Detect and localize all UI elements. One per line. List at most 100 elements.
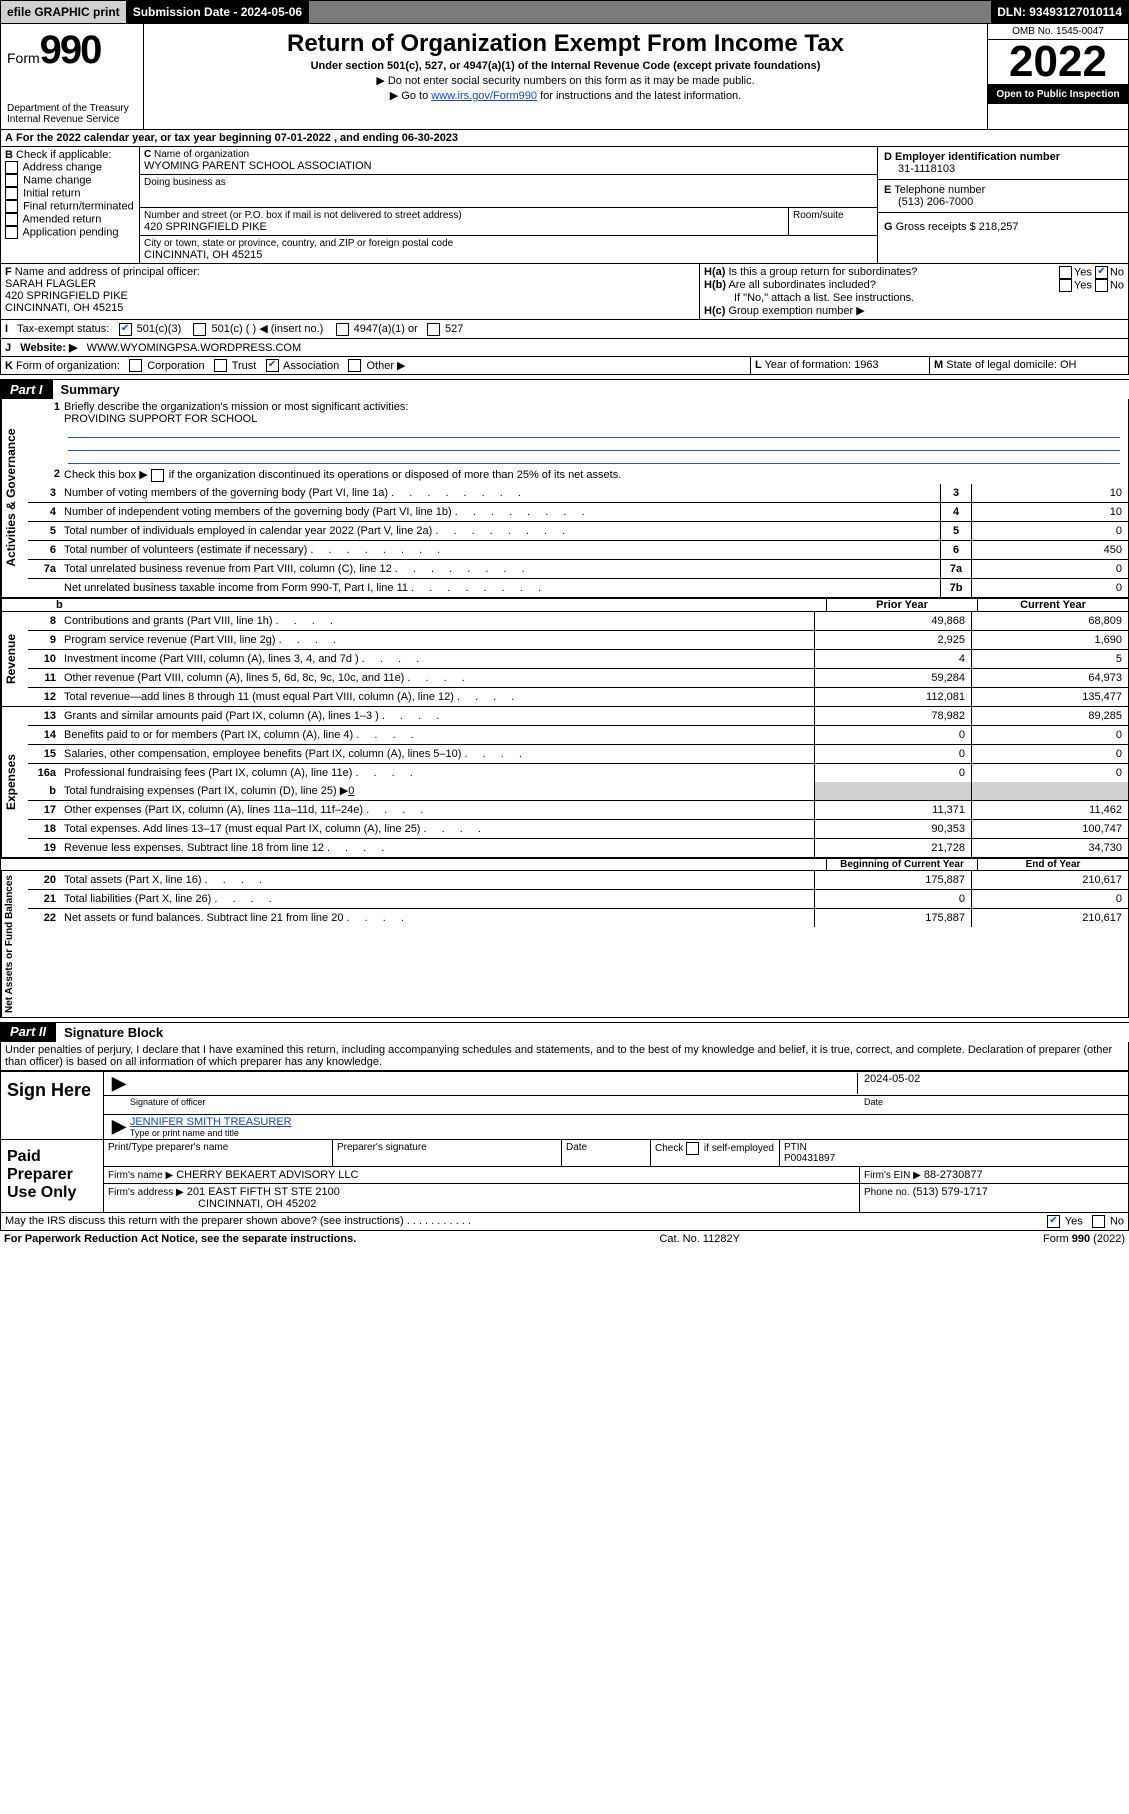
l1-text: Briefly describe the organization's miss… <box>64 401 1124 413</box>
line-i: I Tax-exempt status: 501(c)(3) 501(c) ( … <box>0 320 1129 339</box>
dba-label: Doing business as <box>144 177 873 188</box>
n-16b: b <box>28 785 60 797</box>
topbar-spacer <box>309 1 991 23</box>
klm-block: K Form of organization: Corporation Trus… <box>0 357 1129 376</box>
cb-501c[interactable] <box>193 323 206 336</box>
c-18: 100,747 <box>971 820 1128 838</box>
domicile: OH <box>1060 359 1077 371</box>
cb-501c3[interactable] <box>119 323 132 336</box>
c-17: 11,462 <box>971 801 1128 819</box>
cb-other[interactable] <box>348 359 361 372</box>
l2-text: Check this box ▶ if the organization dis… <box>64 468 1124 482</box>
t-22: Net assets or fund balances. Subtract li… <box>60 911 814 925</box>
v-5: 0 <box>971 522 1128 540</box>
street-address: 420 SPRINGFIELD PIKE <box>144 221 784 233</box>
section-c: C Name of organization WYOMING PARENT SC… <box>140 147 878 263</box>
n-10: 10 <box>28 653 60 665</box>
officer-addr1: 420 SPRINGFIELD PIKE <box>5 290 128 302</box>
cb-self-employed[interactable] <box>686 1142 699 1155</box>
cb-address-change[interactable] <box>5 161 18 174</box>
telephone: (513) 206-7000 <box>884 196 1122 208</box>
goto-pre: Go to <box>401 90 431 102</box>
k-1: Trust <box>232 360 257 372</box>
cb-trust[interactable] <box>214 359 227 372</box>
cb-initial-return[interactable] <box>5 187 18 200</box>
t-10: Investment income (Part VIII, column (A)… <box>60 652 814 666</box>
note-goto: Go to www.irs.gov/Form990 for instructio… <box>152 89 979 102</box>
cb-discontinued[interactable] <box>151 469 164 482</box>
cb-ha-no[interactable] <box>1095 266 1108 279</box>
firm-addr2: CINCINNATI, OH 45202 <box>108 1198 855 1210</box>
current-year-header: Current Year <box>977 599 1128 611</box>
ha-yes: Yes <box>1074 266 1092 278</box>
line-17: 17 Other expenses (Part IX, column (A), … <box>28 801 1128 820</box>
i-label: Tax-exempt status: <box>17 323 109 335</box>
part-ii-title: Signature Block <box>56 1022 1129 1042</box>
activities-governance: Activities & Governance 1 Briefly descri… <box>0 399 1129 598</box>
cb-527[interactable] <box>427 323 440 336</box>
officer-sig-name[interactable]: JENNIFER SMITH TREASURER <box>130 1116 292 1128</box>
cb-discuss-yes[interactable] <box>1047 1215 1060 1228</box>
p-14: 0 <box>814 726 971 744</box>
header-left: Form990 Department of the Treasury Inter… <box>1 24 144 129</box>
gov-line-4: 4 Number of independent voting members o… <box>28 503 1128 522</box>
n-13: 13 <box>28 710 60 722</box>
shaded-2 <box>971 782 1128 800</box>
sign-here-block: Sign Here ▶ 2024-05-02 Signature of offi… <box>0 1071 1129 1140</box>
part-i-tab: Part I <box>0 380 53 399</box>
c-15: 0 <box>971 745 1128 763</box>
box-7a: 7a <box>940 560 971 578</box>
n-5: 5 <box>28 525 60 537</box>
box-4: 4 <box>940 503 971 521</box>
expenses-section: Expenses 13 Grants and similar amounts p… <box>0 707 1129 858</box>
cb-discuss-no[interactable] <box>1092 1215 1105 1228</box>
cb-assoc[interactable] <box>266 359 279 372</box>
t-7a: Total unrelated business revenue from Pa… <box>60 562 940 576</box>
footer: For Paperwork Reduction Act Notice, see … <box>0 1231 1129 1247</box>
firm-name-label: Firm's name ▶ <box>108 1170 173 1181</box>
arrow-icon-2: ▶ <box>108 1116 130 1138</box>
form-number: Form990 <box>7 28 137 73</box>
cb-hb-yes[interactable] <box>1059 279 1072 292</box>
c-8: 68,809 <box>971 612 1128 630</box>
cb-final-return[interactable] <box>5 200 18 213</box>
line-19: 19 Revenue less expenses. Subtract line … <box>28 839 1128 857</box>
b-5: Application pending <box>22 226 118 238</box>
c-name-label: Name of organization <box>154 149 249 160</box>
p-20: 175,887 <box>814 871 971 889</box>
c-16a: 0 <box>971 764 1128 782</box>
hb-no: No <box>1110 279 1124 291</box>
efile-label[interactable]: efile GRAPHIC print <box>1 1 127 23</box>
line-16a: 16a Professional fundraising fees (Part … <box>28 764 1128 782</box>
cb-amended[interactable] <box>5 213 18 226</box>
p-12: 112,081 <box>814 688 971 706</box>
footer-mid: Cat. No. 11282Y <box>659 1233 740 1245</box>
cb-ha-yes[interactable] <box>1059 266 1072 279</box>
addr-label: Number and street (or P.O. box if mail i… <box>144 210 784 221</box>
p-18: 90,353 <box>814 820 971 838</box>
ptin-cell: PTIN P00431897 <box>779 1140 1128 1166</box>
t-4: Number of independent voting members of … <box>60 505 940 519</box>
t-5: Total number of individuals employed in … <box>60 524 940 538</box>
cb-corp[interactable] <box>129 359 142 372</box>
firm-addr-label: Firm's address ▶ <box>108 1187 184 1198</box>
c-10: 5 <box>971 650 1128 668</box>
b-4: Amended return <box>22 213 101 225</box>
vlabel-net: Net Assets or Fund Balances <box>1 871 28 1017</box>
cb-hb-no[interactable] <box>1095 279 1108 292</box>
line-13: 13 Grants and similar amounts paid (Part… <box>28 707 1128 726</box>
n-18: 18 <box>28 823 60 835</box>
cb-name-change[interactable] <box>5 174 18 187</box>
cb-app-pending[interactable] <box>5 226 18 239</box>
cb-4947[interactable] <box>336 323 349 336</box>
shaded-1 <box>814 782 971 800</box>
irs-link[interactable]: www.irs.gov/Form990 <box>431 90 537 102</box>
line-j: J Website: ▶ WWW.WYOMINGPSA.WORDPRESS.CO… <box>0 339 1129 357</box>
eoy-header: End of Year <box>977 859 1128 870</box>
n-7a: 7a <box>28 563 60 575</box>
vlabel-exp: Expenses <box>1 707 28 857</box>
open-inspection: Open to Public Inspection <box>988 85 1128 104</box>
website: WWW.WYOMINGPSA.WORDPRESS.COM <box>87 342 302 354</box>
ha-text: Is this a group return for subordinates? <box>728 266 917 278</box>
p-21: 0 <box>814 890 971 908</box>
